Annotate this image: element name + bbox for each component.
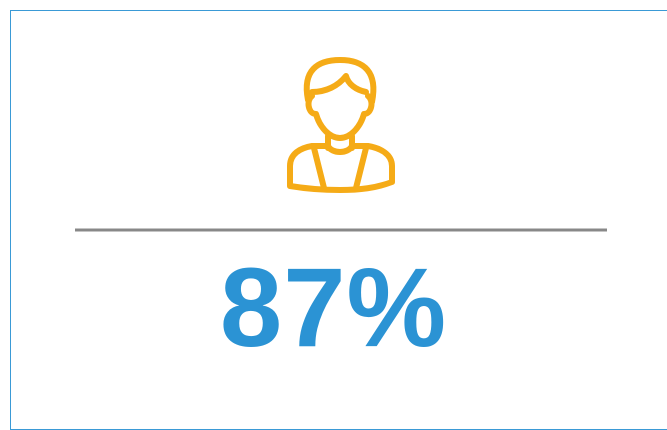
body — [287, 143, 395, 193]
fringe — [309, 73, 369, 95]
hair — [303, 57, 377, 105]
face — [305, 93, 375, 141]
page: {"stat": "87%"} 87% (() => { const data … — [10, 10, 667, 430]
person-icon — [287, 57, 395, 193]
stat-value: 87% — [219, 245, 448, 370]
straps — [311, 145, 369, 191]
decor — [75, 57, 607, 232]
